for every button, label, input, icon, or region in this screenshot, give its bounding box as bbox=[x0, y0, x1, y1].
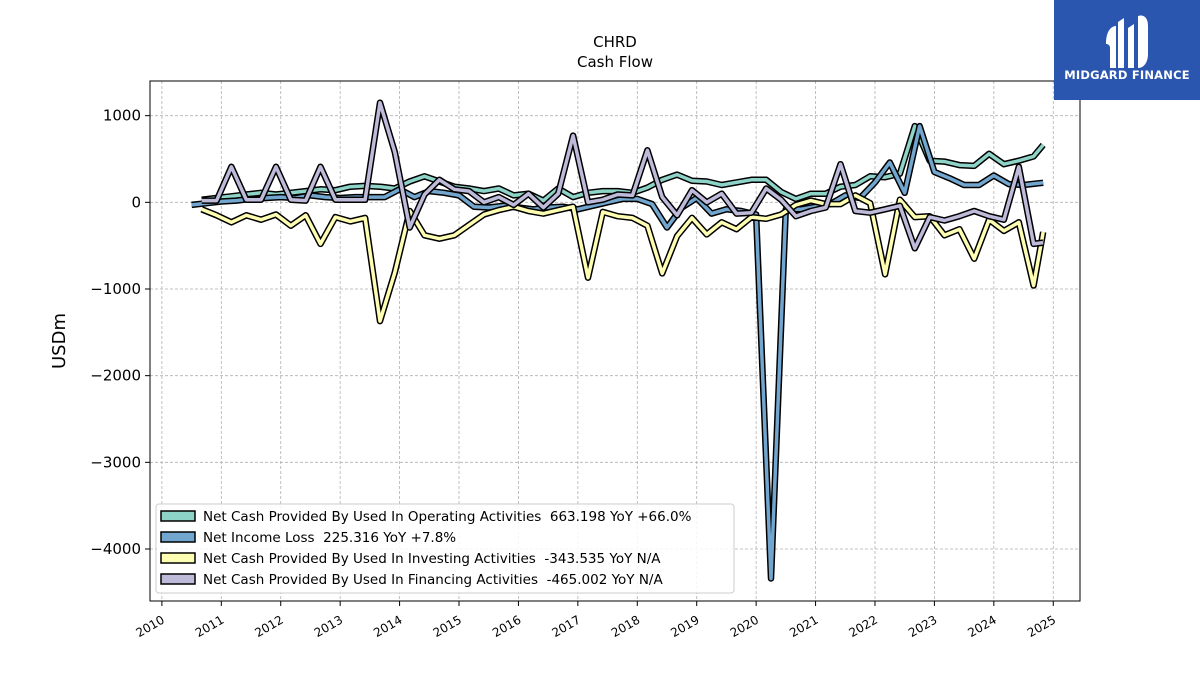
series-line bbox=[201, 193, 1045, 323]
series-line bbox=[201, 100, 1044, 251]
x-tick-label: 2025 bbox=[1025, 613, 1058, 640]
y-tick-label: 0 bbox=[131, 193, 141, 211]
x-tick-label: 2024 bbox=[965, 613, 998, 640]
y-tick-label: −4000 bbox=[90, 540, 141, 558]
chart-subtitle: Cash Flow bbox=[577, 53, 653, 71]
x-tick-label: 2014 bbox=[371, 613, 404, 640]
x-tick-label: 2023 bbox=[906, 613, 939, 640]
x-tick-label: 2019 bbox=[668, 613, 701, 640]
legend-label: Net Cash Provided By Used In Operating A… bbox=[203, 509, 692, 525]
legend: Net Cash Provided By Used In Operating A… bbox=[155, 503, 735, 594]
x-tick-label: 2010 bbox=[133, 613, 166, 640]
legend-box bbox=[155, 503, 735, 594]
legend-swatch bbox=[160, 510, 196, 522]
x-tick-label: 2020 bbox=[728, 613, 761, 640]
y-tick-label: −3000 bbox=[90, 453, 141, 471]
legend-swatch bbox=[160, 531, 196, 543]
series-line-outline bbox=[200, 192, 1047, 325]
plot-frame bbox=[149, 80, 1081, 602]
legend-label: Net Income Loss 225.316 YoY +7.8% bbox=[203, 530, 456, 546]
brand-name: MIDGARD FINANCE bbox=[1064, 68, 1190, 82]
x-tick-label: 2016 bbox=[490, 613, 523, 640]
series-lines bbox=[191, 99, 1047, 582]
y-tick-label: 1000 bbox=[103, 107, 141, 125]
grid-lines bbox=[150, 81, 1080, 601]
x-tick-label: 2011 bbox=[193, 613, 226, 640]
x-tick-label: 2012 bbox=[252, 613, 285, 640]
x-tick-label: 2015 bbox=[431, 613, 464, 640]
y-axis-label: USDm bbox=[49, 313, 70, 369]
midgard-logo-icon bbox=[1106, 15, 1148, 68]
y-tick-label: −2000 bbox=[90, 367, 141, 385]
x-tick-label: 2017 bbox=[549, 613, 582, 640]
chart-title: CHRD bbox=[593, 33, 637, 51]
x-tick-label: 2013 bbox=[312, 613, 345, 640]
x-tick-label: 2021 bbox=[787, 613, 820, 640]
midgard-finance-logo: MIDGARD FINANCE bbox=[1054, 0, 1200, 100]
x-tick-label: 2022 bbox=[847, 613, 880, 640]
legend-label: Net Cash Provided By Used In Investing A… bbox=[203, 551, 661, 567]
legend-swatch bbox=[160, 573, 196, 585]
y-tick-label: −1000 bbox=[90, 280, 141, 298]
legend-swatch bbox=[160, 552, 196, 564]
x-tick-label: 2018 bbox=[609, 613, 642, 640]
legend-label: Net Cash Provided By Used In Financing A… bbox=[203, 572, 663, 588]
